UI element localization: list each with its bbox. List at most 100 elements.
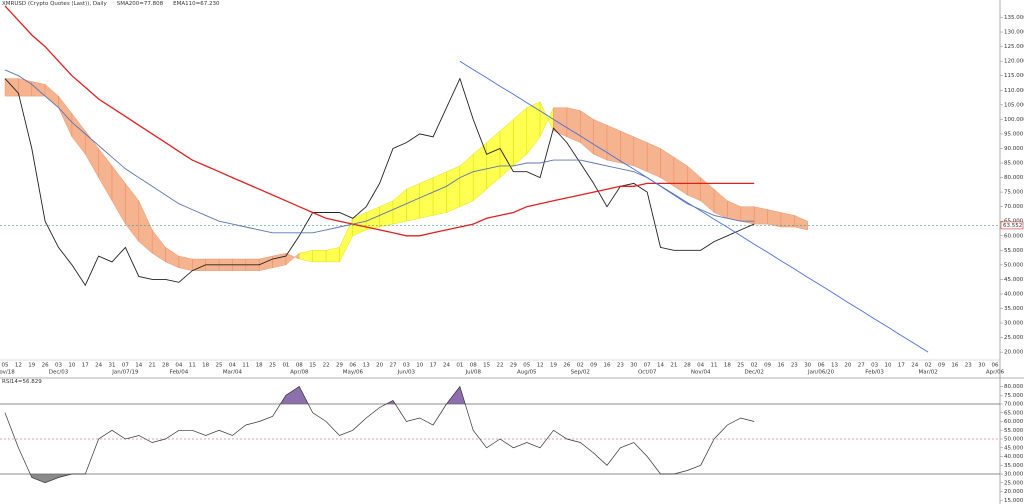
x-tick-label: 08 (296, 363, 303, 369)
y-tick-label: 50.000 (1004, 437, 1024, 443)
y-tick-label: 55.000 (1004, 248, 1024, 254)
x-tick-label: 11 (189, 363, 196, 369)
x-tick-label: 13 (831, 363, 838, 369)
x-tick-label: 15 (483, 363, 490, 369)
x-tick-label: 11 (242, 363, 249, 369)
x-tick-label: 29 (510, 363, 517, 369)
x-tick-label: 30 (804, 363, 811, 369)
y-tick-label: 35.000 (1004, 463, 1024, 469)
y-tick-label: 65.000 (1004, 410, 1024, 416)
y-tick-label: 70.000 (1004, 204, 1024, 210)
x-tick-label: 19 (550, 363, 557, 369)
y-tick-label: 135.000 (1004, 15, 1024, 21)
x-tick-label: 18 (202, 363, 209, 369)
series-line (459, 60, 929, 353)
x-month-label: Oct/07 (638, 370, 657, 376)
y-tick-label: 70.000 (1004, 402, 1024, 408)
y-tick-label: 25.000 (1004, 480, 1024, 486)
x-month-label: Feb/03 (865, 370, 884, 376)
x-month-label: Nov/04 (691, 370, 711, 376)
x-tick-label: 10 (416, 363, 423, 369)
x-tick-label: 17 (82, 363, 89, 369)
legend-entry: XMRUSD (Crypto Quotes (Last)), Daily (2, 1, 107, 7)
y-tick-label: 80.000 (1004, 175, 1024, 181)
legend-entry: SMA200=77.808 (117, 1, 164, 7)
rsi-title: RSI14=56.829 (2, 379, 42, 385)
x-tick-label: 31 (109, 363, 116, 369)
cloud-segment (647, 142, 661, 178)
x-tick-label: 17 (898, 363, 905, 369)
x-tick-label: 03 (871, 363, 878, 369)
x-tick-label: 27 (858, 363, 865, 369)
y-tick-label: 110.000 (1004, 88, 1024, 94)
x-tick-label: 30 (978, 363, 985, 369)
series-line (4, 69, 755, 234)
x-month-label: Dec/03 (49, 370, 69, 376)
cloud-segment (192, 258, 206, 271)
x-tick-label: 14 (657, 363, 664, 369)
x-tick-label: 01 (456, 363, 463, 369)
x-month-label: Feb/04 (170, 370, 189, 376)
cloud-segment (606, 124, 621, 164)
y-tick-label: 30.000 (1004, 321, 1024, 327)
x-tick-label: 28 (684, 363, 691, 369)
x-tick-label: 23 (965, 363, 972, 369)
x-tick-label: 03 (55, 363, 62, 369)
x-tick-label: 04 (697, 363, 704, 369)
x-tick-label: 15 (309, 363, 316, 369)
y-tick-label: 100.000 (1004, 117, 1024, 123)
x-tick-label: 11 (711, 363, 718, 369)
cloud-segment (620, 130, 634, 167)
x-tick-label: 24 (95, 363, 102, 369)
y-tick-label: 45.000 (1004, 277, 1024, 283)
x-month-label: Apr/08 (290, 370, 309, 376)
cloud-segment (794, 215, 808, 231)
series-line (4, 5, 755, 237)
x-tick-label: 06 (992, 363, 999, 369)
x-tick-label: 10 (68, 363, 75, 369)
y-tick-label: 125.000 (1004, 44, 1024, 50)
cloud-segment (633, 136, 648, 173)
x-month-label: May/06 (343, 370, 364, 376)
x-month-label: Jul/08 (464, 370, 481, 376)
cloud-segment (566, 107, 581, 143)
cloud-segment (446, 165, 461, 213)
x-tick-label: 28 (162, 363, 169, 369)
x-tick-label: 03 (403, 363, 410, 369)
x-month-label: Mar/02 (918, 370, 937, 376)
y-tick-label: 120.000 (1004, 59, 1024, 65)
y-tick-label: 30.000 (1004, 472, 1024, 478)
legend-entry: EMA110=67.230 (173, 1, 220, 7)
last-value-box (1000, 221, 1024, 230)
x-month-label: Mar/04 (223, 370, 243, 376)
x-tick-label: 12 (537, 363, 544, 369)
x-tick-label: 02 (577, 363, 584, 369)
x-month-label: Nov/18 (0, 370, 15, 376)
x-tick-label: 18 (724, 363, 731, 369)
y-tick-label: 40.000 (1004, 291, 1024, 297)
x-month-label: Sep/02 (571, 370, 590, 376)
y-tick-label: 45.000 (1004, 445, 1024, 451)
x-tick-label: 16 (777, 363, 784, 369)
y-tick-label: 25.000 (1004, 335, 1024, 341)
x-tick-label: 09 (938, 363, 945, 369)
y-tick-label: 35.000 (1004, 306, 1024, 312)
x-tick-label: 14 (135, 363, 142, 369)
y-tick-label: 60.000 (1004, 419, 1024, 425)
y-tick-label: 80.000 (1004, 384, 1024, 390)
rsi-line (4, 385, 755, 484)
cloud-segment (767, 209, 782, 228)
x-tick-label: 04 (229, 363, 236, 369)
x-month-label: Aug/05 (517, 370, 537, 376)
x-tick-label: 19 (28, 363, 35, 369)
x-month-label: Apr/06 (986, 370, 1005, 376)
y-tick-label: 75.000 (1004, 190, 1024, 196)
x-month-label: Dec/02 (744, 370, 764, 376)
y-tick-label: 95.000 (1004, 131, 1024, 137)
x-tick-label: 18 (256, 363, 263, 369)
x-tick-label: 26 (42, 363, 49, 369)
y-tick-label: 40.000 (1004, 454, 1024, 460)
x-tick-label: 02 (751, 363, 758, 369)
y-tick-label: 15.000 (1004, 498, 1024, 504)
